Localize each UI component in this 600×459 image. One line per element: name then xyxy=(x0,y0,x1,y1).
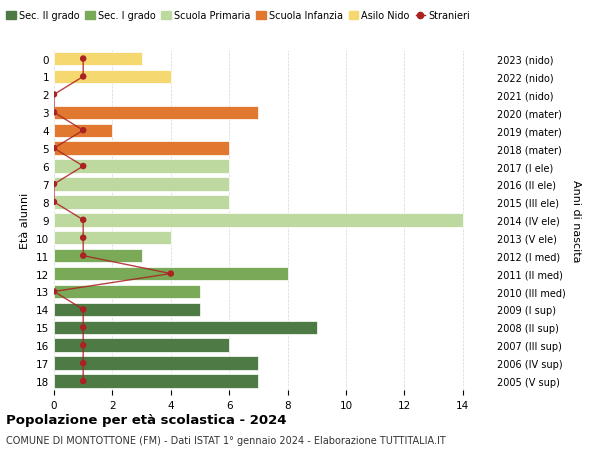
Point xyxy=(49,181,59,188)
Point xyxy=(79,73,88,81)
Point xyxy=(79,306,88,313)
Bar xyxy=(54,375,259,388)
Point xyxy=(79,324,88,331)
Point xyxy=(79,127,88,134)
Point xyxy=(49,109,59,117)
Bar xyxy=(54,357,259,370)
Point xyxy=(79,163,88,170)
Point xyxy=(79,252,88,260)
Y-axis label: Età alunni: Età alunni xyxy=(20,192,31,248)
Legend: Sec. II grado, Sec. I grado, Scuola Primaria, Scuola Infanzia, Asilo Nido, Stran: Sec. II grado, Sec. I grado, Scuola Prim… xyxy=(6,11,470,21)
Point xyxy=(49,145,59,152)
Bar xyxy=(54,178,229,191)
Y-axis label: Anni di nascita: Anni di nascita xyxy=(571,179,581,262)
Text: Popolazione per età scolastica - 2024: Popolazione per età scolastica - 2024 xyxy=(6,413,287,426)
Bar xyxy=(54,267,287,280)
Point xyxy=(49,91,59,99)
Point xyxy=(79,56,88,63)
Point xyxy=(79,342,88,349)
Point xyxy=(79,378,88,385)
Bar xyxy=(54,106,259,120)
Bar xyxy=(54,321,317,334)
Point xyxy=(79,360,88,367)
Bar xyxy=(54,142,229,156)
Point xyxy=(79,235,88,242)
Point xyxy=(49,199,59,206)
Bar xyxy=(54,160,229,174)
Bar xyxy=(54,53,142,66)
Bar xyxy=(54,249,142,263)
Point xyxy=(79,217,88,224)
Bar xyxy=(54,231,171,245)
Bar xyxy=(54,196,229,209)
Bar xyxy=(54,71,171,84)
Point xyxy=(166,270,176,278)
Bar xyxy=(54,303,200,316)
Bar xyxy=(54,339,229,352)
Text: COMUNE DI MONTOTTONE (FM) - Dati ISTAT 1° gennaio 2024 - Elaborazione TUTTITALIA: COMUNE DI MONTOTTONE (FM) - Dati ISTAT 1… xyxy=(6,435,446,445)
Bar xyxy=(54,213,463,227)
Bar xyxy=(54,285,200,298)
Point xyxy=(49,288,59,296)
Bar xyxy=(54,124,112,138)
